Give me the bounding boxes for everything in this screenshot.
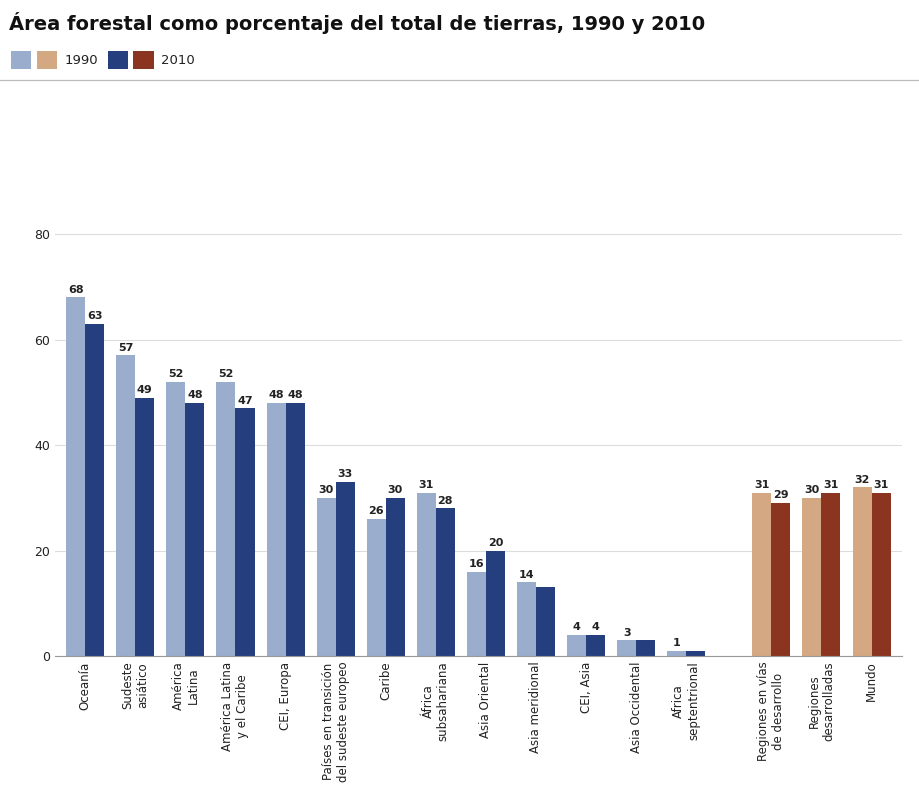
Bar: [85, 324, 104, 656]
Bar: [235, 408, 255, 656]
Text: Área forestal como porcentaje del total de tierras, 1990 y 2010: Área forestal como porcentaje del total …: [9, 12, 705, 34]
Bar: [385, 498, 404, 656]
Bar: [635, 640, 654, 656]
Text: 47: 47: [237, 395, 253, 406]
Bar: [566, 635, 585, 656]
Text: 4: 4: [572, 622, 580, 632]
Text: 30: 30: [318, 485, 334, 495]
Bar: [166, 382, 186, 656]
Bar: [186, 403, 204, 656]
Text: 16: 16: [468, 559, 483, 569]
Bar: [617, 640, 635, 656]
Bar: [752, 493, 770, 656]
Bar: [536, 587, 554, 656]
Bar: [66, 298, 85, 656]
Text: 31: 31: [872, 480, 888, 490]
Bar: [821, 493, 840, 656]
Text: 3: 3: [622, 627, 630, 638]
Text: 1: 1: [672, 638, 680, 648]
Bar: [801, 498, 821, 656]
Bar: [870, 493, 890, 656]
Bar: [466, 572, 485, 656]
Bar: [852, 487, 870, 656]
Text: 32: 32: [854, 474, 868, 485]
Bar: [686, 650, 705, 656]
Bar: [116, 355, 135, 656]
Bar: [367, 519, 385, 656]
Text: 52: 52: [168, 369, 184, 379]
Text: 48: 48: [187, 390, 202, 400]
Text: 31: 31: [754, 480, 768, 490]
Text: 31: 31: [418, 480, 434, 490]
Text: 28: 28: [437, 496, 452, 506]
Text: 68: 68: [68, 285, 84, 295]
Text: 33: 33: [337, 470, 352, 479]
Bar: [436, 508, 454, 656]
Text: 30: 30: [387, 485, 403, 495]
Bar: [666, 650, 686, 656]
Bar: [516, 582, 536, 656]
Text: 30: 30: [803, 485, 819, 495]
Text: 49: 49: [137, 385, 153, 395]
Bar: [585, 635, 605, 656]
Text: 26: 26: [368, 506, 383, 516]
Text: 57: 57: [118, 343, 133, 353]
Bar: [770, 503, 789, 656]
Text: 20: 20: [487, 538, 503, 548]
Bar: [485, 550, 505, 656]
Text: 48: 48: [287, 390, 302, 400]
Text: 52: 52: [218, 369, 233, 379]
Text: 4: 4: [591, 622, 599, 632]
Text: 29: 29: [772, 490, 788, 501]
Text: 2010: 2010: [161, 54, 195, 66]
Bar: [335, 482, 355, 656]
Text: 31: 31: [823, 480, 838, 490]
Text: 48: 48: [268, 390, 284, 400]
Bar: [135, 398, 154, 656]
Text: 1990: 1990: [64, 54, 98, 66]
Bar: [416, 493, 436, 656]
Text: 63: 63: [87, 311, 102, 321]
Bar: [316, 498, 335, 656]
Bar: [285, 403, 304, 656]
Bar: [216, 382, 235, 656]
Bar: [267, 403, 285, 656]
Text: 14: 14: [518, 570, 534, 579]
